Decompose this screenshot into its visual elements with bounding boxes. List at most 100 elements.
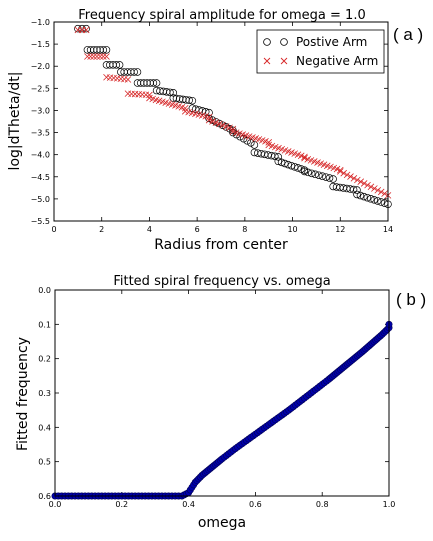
marker-postive-arm <box>172 94 181 103</box>
legend-marker-positive-2 <box>280 38 288 46</box>
legend-box <box>256 29 385 74</box>
panel-b-y-axis-label: Fitted frequency <box>15 337 31 451</box>
marker-postive-arm <box>360 192 368 201</box>
panel-b-title: Fitted spiral frequency vs. omega <box>113 274 330 289</box>
marker-postive-arm <box>243 137 251 145</box>
panel-b-y-tick-label: 0.2 <box>38 355 51 364</box>
marker-negative-arm <box>357 178 365 185</box>
marker-postive-arm <box>86 46 95 54</box>
marker-negative-arm <box>205 116 213 124</box>
marker-postive-arm <box>367 195 375 203</box>
marker-postive-arm <box>115 61 124 69</box>
marker-negative-arm <box>381 190 388 197</box>
marker-postive-arm <box>185 96 193 105</box>
panel-a-y-tick-label: −5.5 <box>31 217 50 226</box>
panel-a-x-tick-label: 2 <box>99 225 104 234</box>
marker-postive-arm <box>356 191 365 200</box>
marker-postive-arm <box>188 96 197 105</box>
panel-b-y-tick-label: 0.4 <box>38 423 51 432</box>
panel-a-x-tick-label: 0 <box>51 225 56 234</box>
marker-negative-arm <box>96 53 104 60</box>
marker-postive-arm <box>130 68 138 76</box>
marker-postive-arm <box>166 88 174 97</box>
panel-a-title: Frequency spiral amplitude for omega = 1… <box>78 8 365 23</box>
panel-a-markers <box>74 24 392 208</box>
panel-a-y-tick-label: −3.0 <box>31 106 50 115</box>
marker-negative-arm <box>360 180 368 187</box>
panel-b-x-axis-label: omega <box>198 515 246 531</box>
marker-negative-arm <box>364 181 371 189</box>
marker-postive-arm <box>294 164 302 172</box>
marker-negative-arm <box>367 183 375 191</box>
panel-b: Fitted spiral frequency vs. omega ( b ) … <box>15 274 426 531</box>
panel-a-y-tick-label: −2.0 <box>31 62 50 71</box>
marker-postive-arm <box>99 46 108 54</box>
marker-postive-arm <box>277 158 286 167</box>
marker-negative-arm <box>212 119 220 126</box>
marker-postive-arm <box>307 169 316 178</box>
marker-negative-arm <box>90 53 98 60</box>
marker-negative-arm <box>205 113 213 121</box>
legend-marker-negative-2 <box>280 57 288 65</box>
marker-postive-arm <box>315 171 323 179</box>
panel-b-x-tick-label: 0.4 <box>182 500 195 509</box>
marker-negative-arm <box>219 121 226 129</box>
marker-postive-arm <box>281 159 289 168</box>
marker-negative-arm <box>354 176 361 184</box>
marker-postive-arm <box>300 167 309 176</box>
marker-postive-arm <box>90 46 98 54</box>
panel-b-label: ( b ) <box>396 290 426 309</box>
panel-a-x-tick-label: 12 <box>335 225 345 234</box>
panel-b-x-tick-label: 0.8 <box>316 500 329 509</box>
marker-negative-arm <box>84 53 91 60</box>
panel-a-legend: Postive Arm Negative Arm <box>256 29 385 74</box>
marker-negative-arm <box>222 123 230 130</box>
legend-label-negative-arm: Negative Arm <box>296 54 378 68</box>
panel-b-y-tick-label: 0.0 <box>38 286 51 295</box>
marker-negative-arm <box>337 168 344 175</box>
marker-postive-arm <box>205 108 213 117</box>
marker-postive-arm <box>290 163 299 171</box>
marker-negative-arm <box>347 173 354 180</box>
marker-postive-arm <box>311 170 319 179</box>
panel-a-x-tick-label: 8 <box>242 225 247 234</box>
marker-postive-arm <box>284 160 292 169</box>
panel-b-y-tick-label: 0.1 <box>38 320 51 329</box>
marker-postive-arm <box>146 79 154 87</box>
marker-postive-arm <box>304 168 312 177</box>
panel-a-x-tick-label: 4 <box>147 225 152 234</box>
marker-postive-arm <box>205 114 213 123</box>
marker-negative-arm <box>350 175 358 182</box>
marker-postive-arm <box>83 46 92 54</box>
panel-a-x-tick-label: 10 <box>287 225 297 234</box>
marker-negative-arm <box>216 120 223 128</box>
marker-postive-arm <box>133 68 142 76</box>
marker-postive-arm <box>136 79 145 87</box>
panel-a-ticks: 0 2 4 6 8 10 12 14 −1.0 −1.5 −2.0 −2.5 −3.0 −3.5 −4.0 −… <box>31 18 394 234</box>
marker-postive-arm <box>96 46 104 54</box>
panel-a-y-tick-label: −1.0 <box>31 18 50 27</box>
marker-postive-arm <box>179 95 187 104</box>
marker-postive-arm <box>133 79 142 87</box>
marker-postive-arm <box>169 89 178 97</box>
marker-postive-arm <box>215 119 224 128</box>
marker-postive-arm <box>353 190 361 199</box>
marker-postive-arm <box>274 153 283 161</box>
panel-a-y-axis-label: log|dTheta/dt| <box>7 72 23 171</box>
panel-b-x-tick-label: 0.6 <box>249 500 262 509</box>
panel-a-axes-frame <box>53 21 389 222</box>
panel-b-x-tick-label: 0.2 <box>115 500 128 509</box>
marker-negative-arm <box>209 118 216 125</box>
marker-negative-arm <box>124 76 132 83</box>
marker-postive-arm <box>250 141 259 149</box>
panel-a-y-tick-label: −4.0 <box>31 151 50 160</box>
panel-a-y-tick-label: −2.5 <box>31 84 50 93</box>
panel-a-label: ( a ) <box>393 25 423 44</box>
marker-postive-arm <box>271 152 279 160</box>
marker-negative-arm <box>301 153 308 161</box>
panel-b-axes-frame <box>54 289 390 497</box>
marker-postive-arm <box>222 123 230 131</box>
marker-negative-arm <box>87 53 94 60</box>
panel-b-y-tick-label: 0.3 <box>38 389 51 398</box>
marker-postive-arm <box>149 79 158 87</box>
